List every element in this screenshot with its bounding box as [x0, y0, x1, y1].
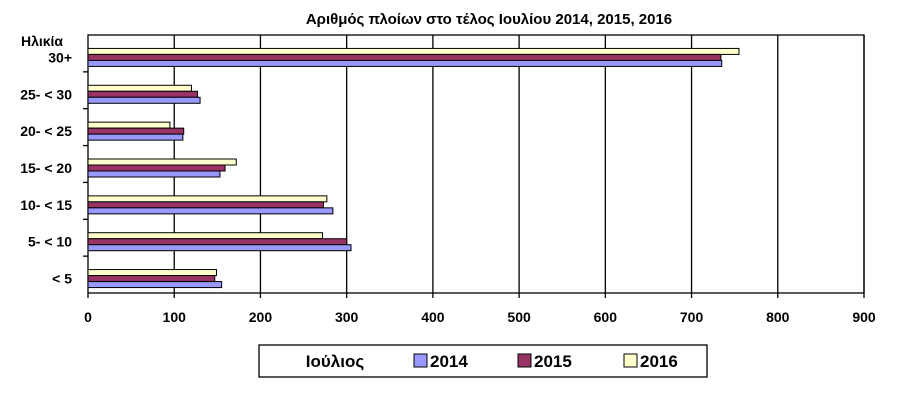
bar-2016 [87, 47, 740, 55]
y-tick-label: 30+ [48, 49, 72, 65]
bar-2016 [87, 269, 217, 277]
bar-2014 [87, 244, 352, 252]
bar-2015 [87, 127, 185, 135]
x-tick-label: 300 [335, 309, 359, 325]
bar-2014 [87, 59, 723, 67]
y-tick-label: 25- < 30 [20, 86, 72, 102]
y-tick-label: 20- < 25 [20, 123, 72, 139]
bar-2015 [87, 90, 199, 98]
y-tick-label: 10- < 15 [20, 197, 72, 213]
x-tick-label: 200 [249, 309, 273, 325]
legend-label-2016: 2016 [640, 352, 678, 371]
x-tick-label: 900 [852, 309, 876, 325]
bar-2016 [87, 158, 237, 166]
bar-2016 [87, 84, 192, 92]
x-tick-label: 600 [594, 309, 618, 325]
bar-2015 [87, 53, 722, 61]
y-tick-label: < 5 [52, 271, 72, 287]
legend-title: Ιούλιος [306, 352, 365, 371]
plot-area: 0 100 200 300 400 500 600 700 800 900 30+ 25- < 30 2… [20, 34, 876, 325]
legend-swatch-2014 [413, 353, 428, 368]
chart-title: Αριθμός πλοίων στο τέλος Ιουλίου 2014, 2… [306, 11, 672, 28]
legend-label-2014: 2014 [430, 352, 468, 371]
bar-2015 [87, 201, 324, 209]
y-tick-label: 15- < 20 [20, 160, 72, 176]
y-tick-label: 5- < 10 [28, 234, 72, 250]
legend-swatch-2015 [517, 353, 532, 368]
bar-2014 [87, 170, 221, 178]
bar-2014 [87, 207, 334, 215]
legend-swatch-2016 [623, 353, 638, 368]
x-tick-label: 700 [680, 309, 704, 325]
bar-2016 [87, 121, 171, 129]
bar-2015 [87, 164, 226, 172]
bar-2014 [87, 281, 223, 289]
legend-label-2015: 2015 [534, 352, 572, 371]
x-tick-label: 800 [766, 309, 790, 325]
x-tick-label: 500 [507, 309, 531, 325]
bar-2015 [87, 238, 348, 246]
x-tick-label: 400 [421, 309, 445, 325]
legend: Ιούλιος 2014 2015 2016 [258, 344, 708, 378]
x-tick-label: 0 [84, 309, 92, 325]
x-tick-label: 100 [163, 309, 187, 325]
bar-2014 [87, 96, 201, 104]
y-axis-label: Ηλικία [21, 33, 63, 49]
bar-2016 [87, 232, 324, 240]
bar-2014 [87, 133, 184, 141]
bar-2016 [87, 195, 328, 203]
bar-2015 [87, 275, 216, 283]
